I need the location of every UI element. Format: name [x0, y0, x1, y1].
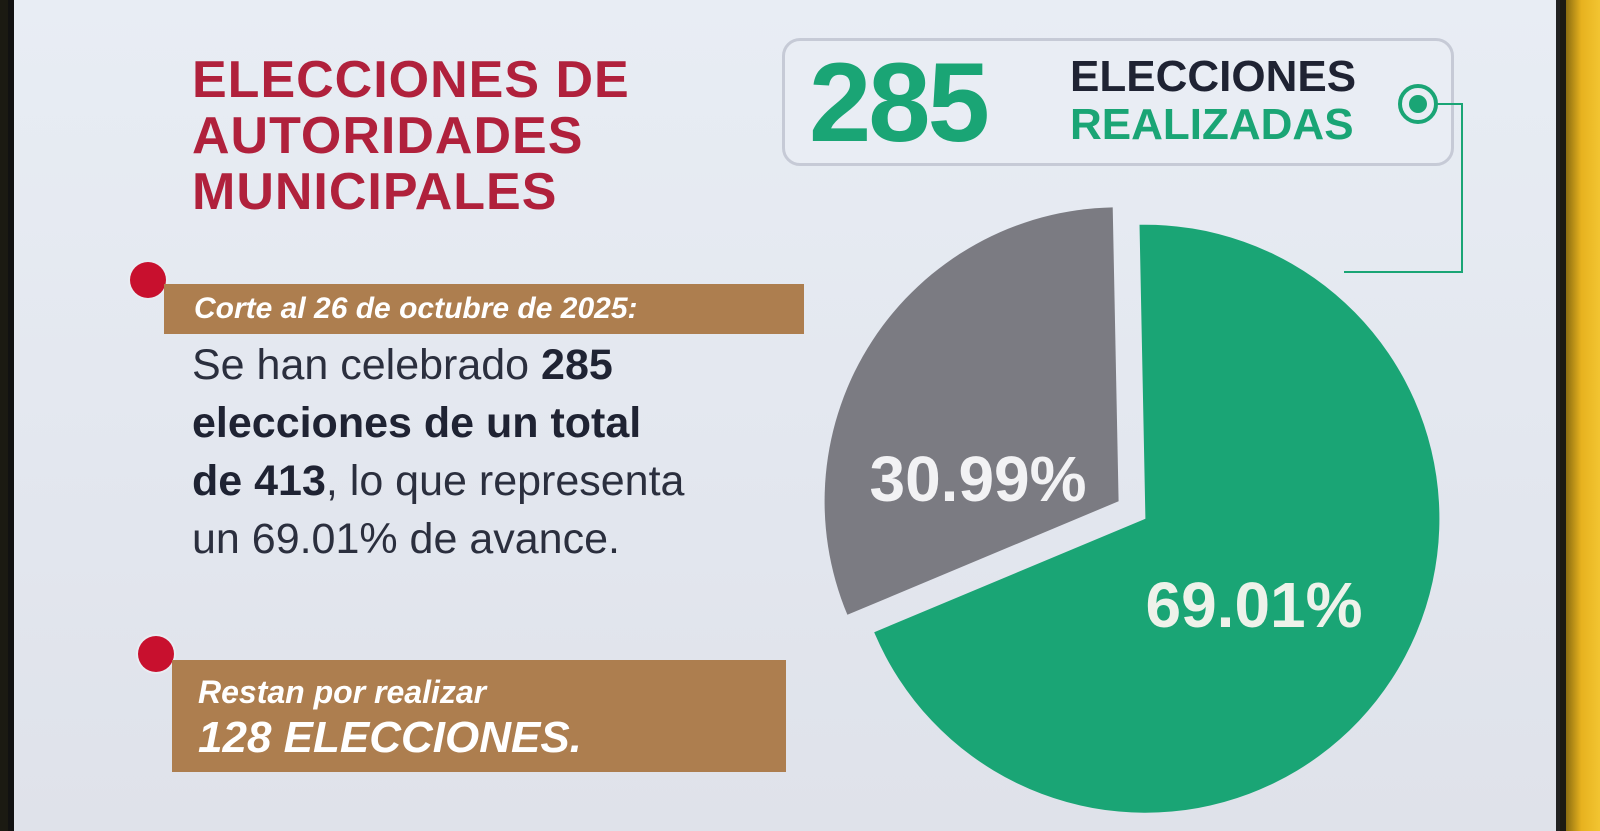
pie-chart: 69.01% 30.99% — [824, 207, 1440, 813]
pie-slice-restantes — [824, 207, 1119, 615]
summary-text-1: Se han celebrado — [192, 341, 542, 389]
summary-bold-count: 285 — [541, 341, 613, 389]
screen-bezel-edge — [1566, 0, 1600, 831]
pie-label-realizadas: 69.01% — [1145, 569, 1362, 641]
connector-dot-icon — [1409, 95, 1427, 113]
elections-counter-box: 285 ELECCIONES REALIZADAS — [782, 38, 1454, 166]
summary-text-2: , lo que representa — [325, 457, 685, 505]
slide-title: ELECCIONES DE AUTORIDADES MUNICIPALES — [192, 52, 752, 220]
bullet-dot-icon — [130, 262, 166, 298]
pie-slice-realizadas — [874, 224, 1440, 813]
bullet-dot-icon — [138, 636, 174, 672]
title-line-3: MUNICIPALES — [192, 163, 558, 221]
counter-label-line-2: REALIZADAS — [1070, 100, 1354, 149]
counter-number: 285 — [809, 40, 990, 165]
summary-bold-413: de 413 — [192, 457, 326, 505]
summary-paragraph: Se han celebrado 285 elecciones de un to… — [192, 336, 832, 568]
summary-bold-total: elecciones de un total — [192, 399, 642, 447]
counter-label-line-1: ELECCIONES — [1070, 52, 1357, 101]
remaining-label: Restan por realizar — [198, 674, 487, 710]
title-line-2: AUTORIDADES — [192, 107, 584, 165]
summary-text-3: un 69.01% de avance. — [192, 515, 620, 563]
remaining-elections-band: Restan por realizar 128 ELECCIONES. — [172, 660, 786, 772]
connector-line — [1344, 84, 1463, 273]
cutoff-date-band: Corte al 26 de octubre de 2025: — [164, 284, 804, 334]
pie-label-restantes: 30.99% — [869, 443, 1086, 515]
connector-path — [1344, 103, 1463, 273]
presentation-slide: ELECCIONES DE AUTORIDADES MUNICIPALES 28… — [8, 0, 1560, 831]
title-line-1: ELECCIONES DE — [192, 51, 630, 109]
remaining-count: 128 ELECCIONES. — [198, 713, 582, 762]
